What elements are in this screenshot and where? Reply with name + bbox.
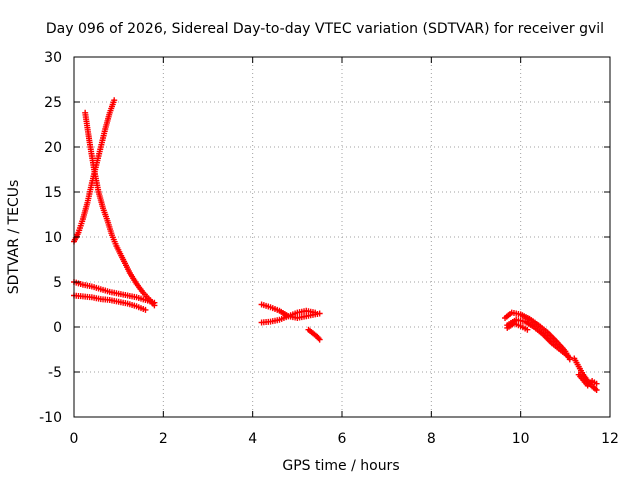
x-tick-label: 8 bbox=[427, 431, 436, 447]
x-tick-label: 10 bbox=[512, 431, 530, 447]
data-point bbox=[312, 309, 319, 316]
data-point bbox=[524, 326, 531, 333]
data-point bbox=[316, 310, 323, 317]
data-point bbox=[566, 354, 573, 361]
series-arc-11h bbox=[571, 355, 600, 393]
data-point bbox=[593, 380, 600, 387]
x-tick-label: 4 bbox=[248, 431, 257, 447]
data-point bbox=[151, 299, 158, 306]
ticks-layer bbox=[73, 56, 611, 418]
x-tick-label: 2 bbox=[159, 431, 168, 447]
grid-layer bbox=[74, 57, 610, 417]
chart-title: Day 096 of 2026, Sidereal Day-to-day VTE… bbox=[46, 21, 604, 37]
y-tick-label: 25 bbox=[44, 95, 62, 111]
series-arc-10h-c bbox=[504, 320, 531, 333]
y-tick-label: 0 bbox=[53, 320, 62, 336]
series-arc-low-a bbox=[71, 279, 158, 306]
series-arc-10h-a bbox=[502, 309, 573, 363]
x-axis-label: GPS time / hours bbox=[282, 458, 399, 474]
x-tick-label: 0 bbox=[70, 431, 79, 447]
x-tick-labels: 0 2 4 6 8 10 12 bbox=[70, 431, 619, 447]
series-arc-falling bbox=[82, 109, 158, 309]
y-tick-label: 30 bbox=[44, 50, 62, 66]
x-tick-label: 12 bbox=[601, 431, 619, 447]
data-point bbox=[142, 306, 149, 313]
series-arc-4h-tail bbox=[305, 326, 323, 343]
series-arc-4h-b bbox=[258, 307, 319, 326]
y-tick-label: 20 bbox=[44, 140, 62, 156]
data-points bbox=[71, 97, 600, 393]
y-tick-label: -10 bbox=[39, 410, 62, 426]
y-tick-label: 10 bbox=[44, 230, 62, 246]
series-arc-11h-b bbox=[575, 371, 600, 389]
data-point bbox=[316, 336, 323, 343]
y-tick-label: 15 bbox=[44, 185, 62, 201]
y-tick-label: -5 bbox=[48, 365, 62, 381]
y-tick-label: 5 bbox=[53, 275, 62, 291]
x-tick-label: 6 bbox=[338, 431, 347, 447]
series-arc-low-b bbox=[71, 292, 149, 313]
y-tick-labels: -10 -5 0 5 10 15 20 25 30 bbox=[39, 50, 62, 426]
data-point bbox=[593, 387, 600, 393]
y-axis-label: SDTVAR / TECUs bbox=[6, 180, 22, 295]
data-point bbox=[111, 97, 118, 104]
